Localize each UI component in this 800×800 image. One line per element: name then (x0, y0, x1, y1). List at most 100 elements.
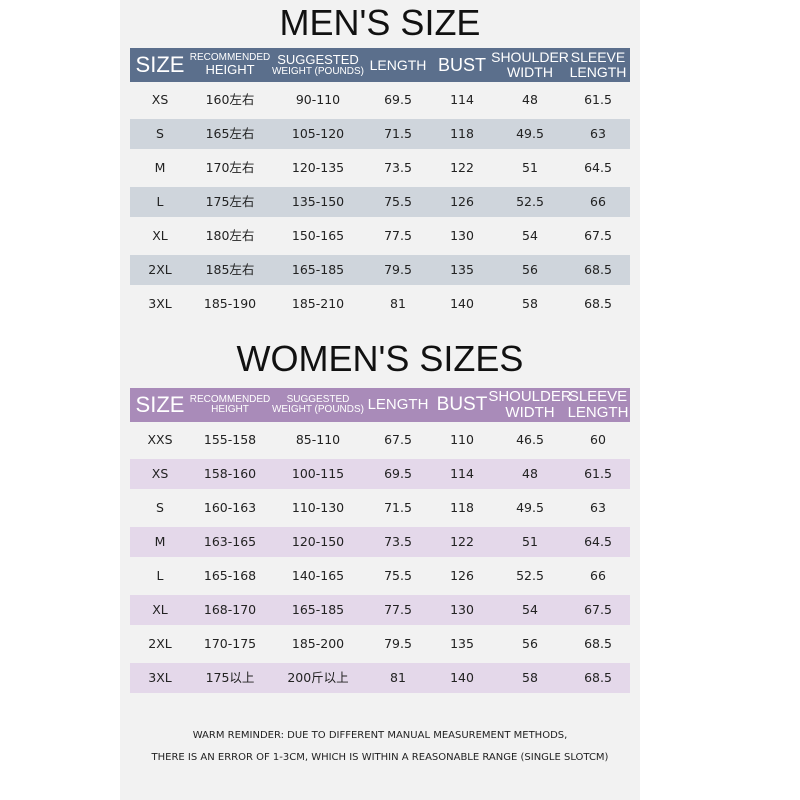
header-text: WEIGHT (POUNDS) (271, 65, 365, 77)
table-cell: 140 (450, 296, 474, 312)
table-cell: 185-210 (291, 296, 345, 312)
header-text: HEIGHT (205, 62, 255, 78)
table-cell: 163-165 (203, 534, 257, 550)
header-text: SLEEVE (570, 49, 626, 66)
header-cell: SIZE (130, 388, 190, 422)
table-cell: 68.5 (584, 670, 612, 686)
table-cell: 135 (450, 262, 474, 278)
header-cell: BUST (430, 388, 494, 422)
row-band (130, 595, 630, 625)
table-cell: 168-170 (203, 602, 257, 618)
table-cell: 3XL (148, 670, 172, 686)
header-text: RECOMMENDED (189, 51, 271, 63)
table-cell: 63 (590, 500, 606, 516)
row-band (130, 527, 630, 557)
table-cell: 77.5 (384, 602, 412, 618)
table-cell: 122 (450, 534, 474, 550)
header-text: HEIGHT (211, 404, 249, 415)
table-cell: 75.5 (384, 194, 412, 210)
table-cell: 64.5 (584, 534, 612, 550)
table-cell: 130 (450, 228, 474, 244)
table-cell: 170-175 (203, 636, 257, 652)
table-cell: 48 (522, 466, 538, 482)
table-cell: 130 (450, 602, 474, 618)
table-cell: 105-120 (291, 126, 345, 142)
table-cell: 56 (522, 636, 538, 652)
header-cell: SLEEVE LENGTH (566, 48, 630, 82)
table-cell: 110 (450, 432, 474, 448)
table-cell: 180左右 (205, 228, 255, 244)
table-cell: 185-200 (291, 636, 345, 652)
table-cell: S (156, 500, 164, 516)
table-cell: 185-190 (203, 296, 257, 312)
table-cell: 49.5 (516, 500, 544, 516)
table-cell: 118 (450, 126, 474, 142)
table-cell: 58 (522, 296, 538, 312)
table-cell: 120-150 (291, 534, 345, 550)
table-cell: 122 (450, 160, 474, 176)
table-cell: 51 (522, 160, 538, 176)
table-cell: L (156, 194, 164, 210)
table-cell: 140 (450, 670, 474, 686)
table-cell: 48 (522, 92, 538, 108)
table-cell: 2XL (148, 262, 172, 278)
table-cell: 79.5 (384, 262, 412, 278)
table-cell: 58 (522, 670, 538, 686)
table-cell: 77.5 (384, 228, 412, 244)
table-cell: 67.5 (584, 602, 612, 618)
header-bar (130, 388, 630, 422)
table-cell: 61.5 (584, 466, 612, 482)
table-cell: 185左右 (205, 262, 255, 278)
reminder: WARM REMINDER: DUE TO DIFFERENT MANUAL M… (192, 730, 568, 741)
table-cell: 85-110 (295, 432, 341, 448)
table-cell: M (154, 534, 166, 550)
table-cell: 49.5 (516, 126, 544, 142)
table-cell: 120-135 (291, 160, 345, 176)
table-cell: XXS (147, 432, 173, 448)
header-text: BUST (437, 54, 486, 75)
header-cell: SIZE (130, 48, 190, 82)
table-cell: 81 (390, 296, 406, 312)
header-text: SIZE (135, 52, 185, 78)
table-cell: 54 (522, 602, 538, 618)
header-cell: RECOMMENDED HEIGHT (189, 48, 271, 82)
header-cell: SHOULDER WIDTH (488, 388, 571, 422)
header-cell: SHOULDER WIDTH (491, 48, 569, 82)
table-cell: 135-150 (291, 194, 345, 210)
table-cell: 81 (390, 670, 406, 686)
table-cell: 52.5 (516, 194, 544, 210)
table-cell: 63 (590, 126, 606, 142)
table-cell: 56 (522, 262, 538, 278)
table-cell: 66 (590, 194, 606, 210)
table-cell: 51 (522, 534, 538, 550)
table-cell: 165左右 (205, 126, 255, 142)
table-cell: 69.5 (384, 466, 412, 482)
table-cell: 67.5 (584, 228, 612, 244)
header-text: BUST (436, 394, 488, 416)
table-cell: 71.5 (384, 126, 412, 142)
header-cell: RECOMMENDED HEIGHT (190, 388, 271, 422)
table-cell: 68.5 (584, 262, 612, 278)
table-cell: 175左右 (205, 194, 255, 210)
table-cell: 140-165 (291, 568, 345, 584)
table-cell: 73.5 (384, 160, 412, 176)
header-text: SUGGESTED (277, 51, 359, 67)
table-cell: 155-158 (203, 432, 257, 448)
table-cell: XS (151, 92, 169, 108)
row-band (130, 663, 630, 693)
table-cell: 110-130 (291, 500, 345, 516)
row-band (130, 119, 630, 149)
table-cell: 60 (590, 432, 606, 448)
table-cell: 68.5 (584, 296, 612, 312)
row-band (130, 255, 630, 285)
table-cell: 126 (450, 568, 474, 584)
reminder: THERE IS AN ERROR OF 1-3CM, WHICH IS WIT… (151, 752, 609, 763)
table-cell: 135 (450, 636, 474, 652)
header-bar (130, 48, 630, 82)
table-cell: 200斤以上 (287, 670, 349, 686)
table-cell: 165-168 (203, 568, 257, 584)
table-cell: 158-160 (203, 466, 257, 482)
table-cell: 69.5 (384, 92, 412, 108)
table-cell: 66 (590, 568, 606, 584)
